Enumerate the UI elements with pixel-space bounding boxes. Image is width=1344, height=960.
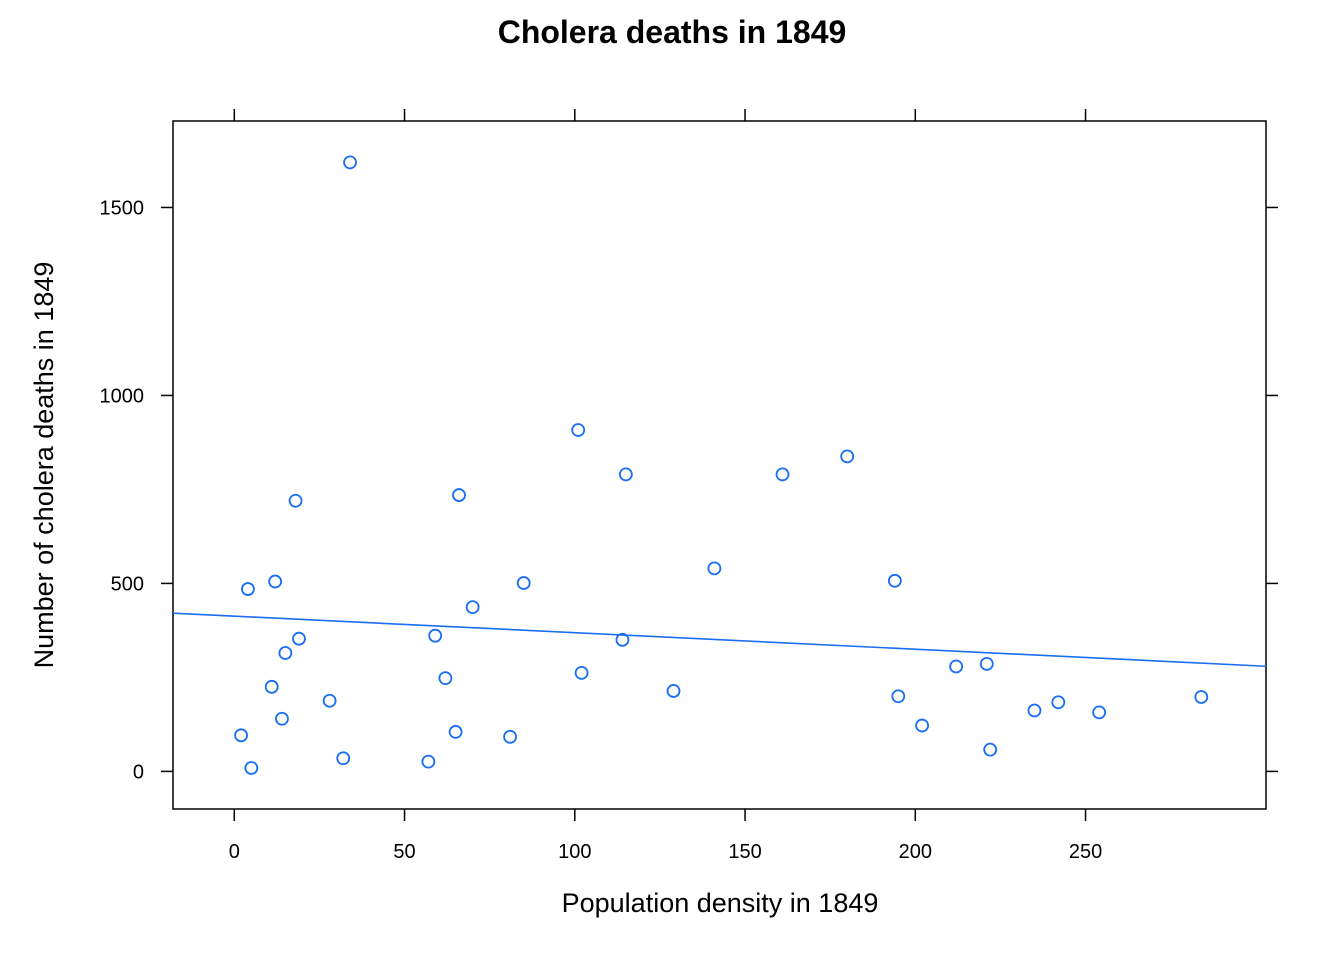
data-point [503, 729, 517, 744]
data-point [343, 155, 357, 170]
data-point [268, 574, 283, 589]
x-tick-label: 250 [1069, 841, 1102, 863]
plot-area: 0 50 100 150 200 250 0 500 1000 1500 [100, 109, 1278, 863]
data-point [292, 631, 306, 646]
data-point [452, 488, 466, 502]
data-point [448, 725, 463, 739]
x-tick-label: 200 [899, 841, 932, 863]
data-point [1051, 695, 1066, 710]
data-point [322, 693, 337, 708]
data-point [241, 582, 255, 596]
data-point [516, 576, 531, 590]
data-point [666, 684, 681, 698]
data-point [234, 728, 248, 743]
data-point [618, 467, 633, 482]
x-tick-label: 0 [229, 841, 240, 863]
data-point [244, 761, 259, 775]
x-tick-label: 50 [393, 841, 415, 863]
x-axis-label: Population density in 1849 [562, 888, 879, 918]
data-point [840, 449, 855, 464]
data-point [571, 423, 586, 437]
data-point [707, 561, 722, 576]
data-point [438, 671, 453, 686]
chart-title: Cholera deaths in 1849 [498, 14, 847, 50]
data-point [983, 742, 998, 757]
data-point [887, 573, 902, 588]
data-point [264, 679, 279, 694]
data-point [574, 666, 589, 680]
data-point [275, 711, 289, 726]
y-tick-label: 0 [133, 761, 144, 783]
data-point [428, 628, 443, 643]
data-point [288, 493, 303, 508]
data-point [979, 656, 994, 671]
regression-line [172, 612, 1267, 668]
data-point [1027, 703, 1042, 718]
data-point [1194, 690, 1209, 704]
data-point [775, 467, 790, 482]
data-point [615, 632, 630, 647]
data-point [1092, 705, 1107, 720]
y-tick-label: 1000 [100, 385, 145, 407]
data-point [465, 600, 480, 615]
data-point [421, 754, 436, 769]
y-axis-label: Number of cholera deaths in 1849 [29, 262, 59, 669]
y-tick-label: 1500 [100, 197, 145, 219]
x-tick-label: 100 [558, 841, 591, 863]
data-point [278, 646, 293, 660]
data-point [336, 751, 351, 766]
data-point [915, 718, 929, 733]
x-tick-label: 150 [728, 841, 761, 863]
data-point [891, 689, 906, 704]
plot-frame [172, 120, 1267, 810]
data-point [949, 659, 964, 674]
y-tick-label: 500 [111, 573, 144, 595]
